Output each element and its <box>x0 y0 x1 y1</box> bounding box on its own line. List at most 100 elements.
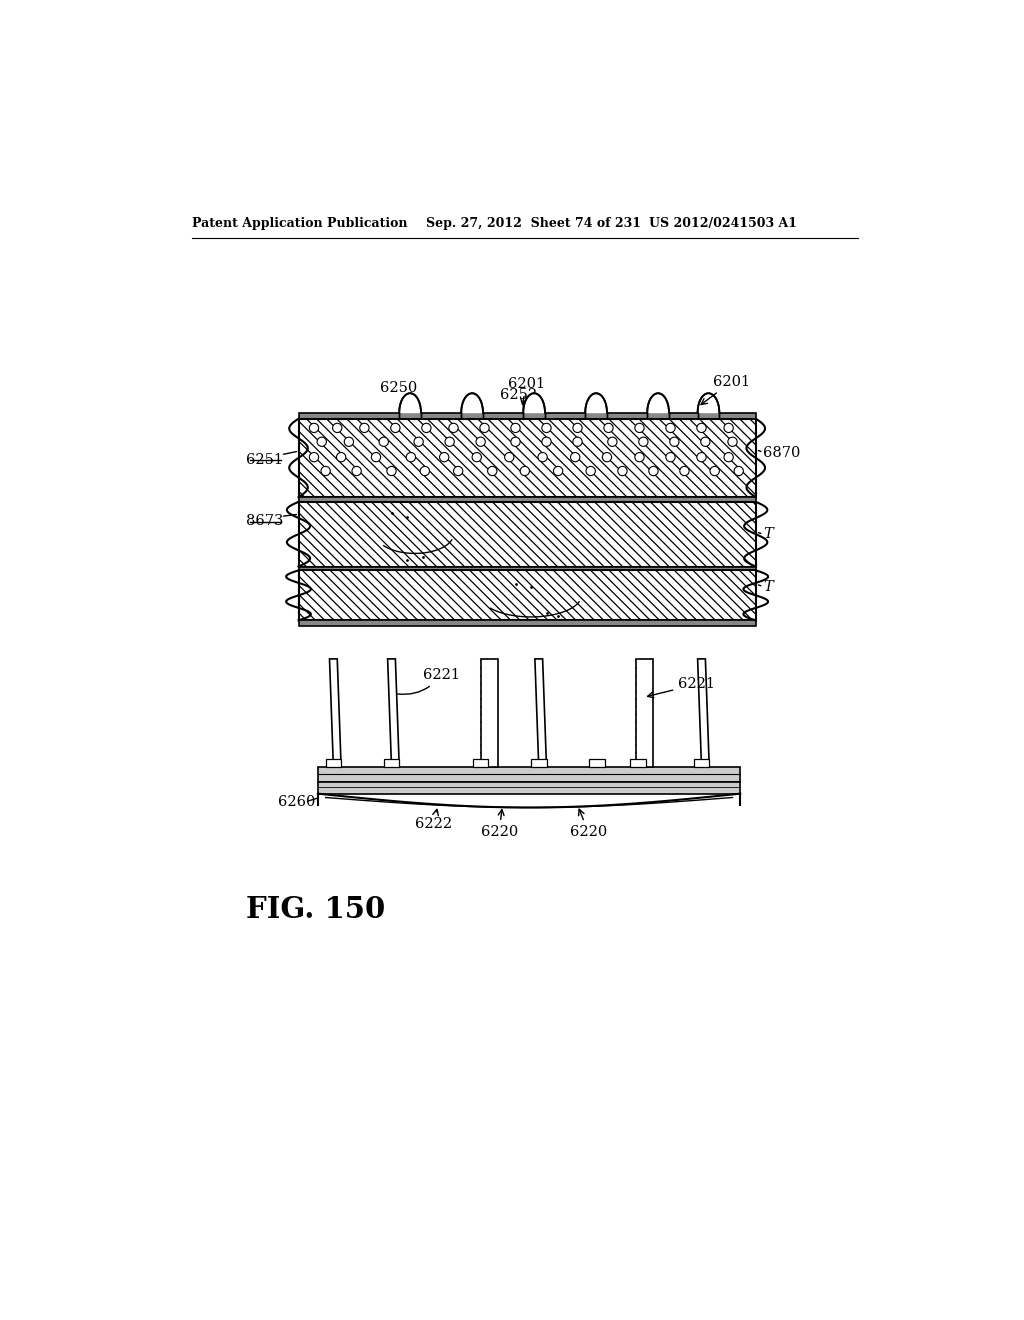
Polygon shape <box>461 393 483 412</box>
Polygon shape <box>535 659 547 767</box>
Circle shape <box>407 453 416 462</box>
Circle shape <box>724 424 733 433</box>
Circle shape <box>480 424 489 433</box>
Text: 6221: 6221 <box>647 677 715 698</box>
Circle shape <box>697 424 707 433</box>
Circle shape <box>666 424 675 433</box>
Text: 6221: 6221 <box>397 668 460 694</box>
Circle shape <box>724 453 733 462</box>
Bar <box>299 570 756 620</box>
Polygon shape <box>697 659 710 767</box>
Polygon shape <box>388 659 399 767</box>
Text: T: T <box>764 527 773 541</box>
Bar <box>480 659 498 767</box>
Text: 6201: 6201 <box>508 378 545 404</box>
Text: 6201: 6201 <box>701 375 751 404</box>
Circle shape <box>728 437 737 446</box>
Circle shape <box>635 424 644 433</box>
Bar <box>299 418 756 498</box>
Circle shape <box>697 453 707 462</box>
Text: 6250: 6250 <box>380 381 417 395</box>
Polygon shape <box>647 393 669 412</box>
Circle shape <box>680 466 689 475</box>
Circle shape <box>422 424 431 433</box>
Circle shape <box>617 466 627 475</box>
Circle shape <box>487 466 497 475</box>
Bar <box>299 498 756 502</box>
Circle shape <box>352 466 361 475</box>
Circle shape <box>710 466 719 475</box>
Circle shape <box>666 453 675 462</box>
Circle shape <box>359 424 369 433</box>
Circle shape <box>439 453 449 462</box>
Bar <box>299 413 756 418</box>
Text: T: T <box>764 579 773 594</box>
Text: 6252: 6252 <box>500 388 538 401</box>
Bar <box>299 620 756 626</box>
Bar <box>384 759 399 767</box>
Bar <box>636 659 652 767</box>
Circle shape <box>570 453 580 462</box>
Circle shape <box>454 466 463 475</box>
Circle shape <box>572 437 583 446</box>
Circle shape <box>414 437 423 446</box>
Circle shape <box>734 466 743 475</box>
Circle shape <box>639 437 648 446</box>
Text: 6870: 6870 <box>764 446 801 459</box>
Polygon shape <box>523 393 545 412</box>
Circle shape <box>607 437 617 446</box>
Circle shape <box>420 466 429 475</box>
Circle shape <box>649 466 658 475</box>
Circle shape <box>476 437 485 446</box>
Text: 6260: 6260 <box>278 795 315 809</box>
Polygon shape <box>330 659 341 767</box>
Bar <box>299 570 756 620</box>
Circle shape <box>333 424 342 433</box>
Circle shape <box>317 437 327 446</box>
Circle shape <box>542 437 551 446</box>
Circle shape <box>344 437 353 446</box>
Circle shape <box>511 437 520 446</box>
Bar <box>473 759 488 767</box>
Bar <box>299 502 756 566</box>
Circle shape <box>635 453 644 462</box>
Text: US 2012/0241503 A1: US 2012/0241503 A1 <box>649 218 797 231</box>
Text: 6251: 6251 <box>246 453 283 466</box>
Circle shape <box>445 437 455 446</box>
Circle shape <box>337 453 346 462</box>
Bar <box>531 759 547 767</box>
Bar <box>317 767 740 781</box>
Bar <box>317 781 740 793</box>
Bar <box>693 759 710 767</box>
Circle shape <box>586 466 595 475</box>
Circle shape <box>511 424 520 433</box>
Text: 6220: 6220 <box>480 809 518 840</box>
Circle shape <box>670 437 679 446</box>
Circle shape <box>372 453 381 462</box>
Circle shape <box>321 466 331 475</box>
Bar <box>299 418 756 498</box>
Bar <box>630 759 646 767</box>
Circle shape <box>505 453 514 462</box>
Bar <box>589 759 604 767</box>
Circle shape <box>700 437 710 446</box>
Circle shape <box>520 466 529 475</box>
Circle shape <box>391 424 400 433</box>
Circle shape <box>538 453 547 462</box>
Circle shape <box>472 453 481 462</box>
Polygon shape <box>586 393 607 412</box>
Text: 8673: 8673 <box>246 515 283 528</box>
Text: 6220: 6220 <box>569 809 607 840</box>
Circle shape <box>602 453 611 462</box>
Polygon shape <box>697 393 719 412</box>
Circle shape <box>542 424 551 433</box>
Circle shape <box>449 424 458 433</box>
Circle shape <box>309 424 318 433</box>
Text: FIG. 150: FIG. 150 <box>246 895 385 924</box>
Text: Patent Application Publication: Patent Application Publication <box>191 218 408 231</box>
Bar <box>299 566 756 570</box>
Bar <box>326 759 341 767</box>
Circle shape <box>572 424 583 433</box>
Circle shape <box>379 437 388 446</box>
Text: 6222: 6222 <box>415 809 452 832</box>
